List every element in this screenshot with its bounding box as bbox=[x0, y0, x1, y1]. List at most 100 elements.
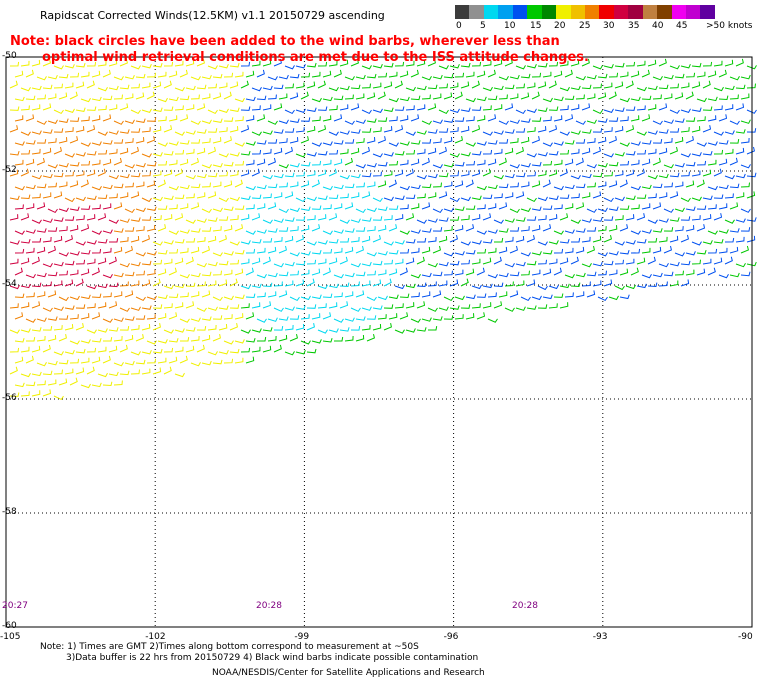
wind-barb bbox=[427, 147, 437, 155]
wind-barb bbox=[75, 367, 85, 375]
wind-barb bbox=[273, 58, 282, 67]
wind-barb bbox=[702, 150, 713, 156]
wind-barb bbox=[69, 358, 80, 364]
wind-barb bbox=[410, 158, 420, 166]
wind-barb bbox=[471, 106, 482, 111]
wind-barb bbox=[570, 59, 580, 67]
wind-barb bbox=[256, 140, 267, 145]
wind-barb bbox=[168, 338, 179, 343]
wind-barb bbox=[471, 258, 481, 265]
wind-barb bbox=[267, 139, 278, 144]
wind-barb bbox=[641, 203, 651, 210]
wind-barb bbox=[707, 185, 718, 191]
wind-barb bbox=[669, 128, 680, 133]
wind-barb bbox=[20, 239, 31, 244]
wind-barb bbox=[185, 345, 195, 353]
wind-barb bbox=[267, 202, 277, 210]
wind-barb bbox=[663, 245, 672, 254]
wind-barb bbox=[614, 152, 625, 157]
wind-barb bbox=[58, 181, 68, 188]
wind-barb bbox=[344, 272, 355, 278]
wind-barb bbox=[685, 91, 694, 100]
wind-barb bbox=[685, 269, 695, 276]
wind-barb bbox=[553, 248, 564, 254]
wind-barb bbox=[586, 93, 596, 100]
wind-barb bbox=[432, 316, 443, 321]
wind-barb bbox=[416, 256, 425, 265]
wind-barb bbox=[691, 196, 702, 202]
wind-barb bbox=[80, 71, 90, 78]
wind-barb bbox=[251, 168, 260, 177]
wind-barb bbox=[152, 170, 162, 177]
wind-barb bbox=[680, 260, 691, 266]
wind-barb bbox=[108, 301, 118, 309]
wind-barb bbox=[680, 153, 691, 158]
wind-barb bbox=[102, 140, 113, 145]
wind-barb bbox=[263, 238, 273, 243]
wind-barb bbox=[256, 95, 267, 101]
wind-barb bbox=[185, 148, 195, 155]
wind-barb bbox=[416, 85, 427, 91]
wind-barb bbox=[377, 269, 387, 276]
wind-barb bbox=[284, 261, 295, 267]
wind-barb bbox=[416, 174, 427, 180]
wind-barb bbox=[548, 284, 559, 290]
wind-barb bbox=[262, 327, 273, 332]
wind-barb bbox=[383, 152, 394, 157]
wind-barb bbox=[471, 169, 481, 177]
wind-barb bbox=[251, 149, 262, 155]
wind-barb bbox=[339, 301, 349, 309]
wind-barb bbox=[476, 312, 486, 320]
wind-barb bbox=[421, 157, 430, 166]
wind-barb bbox=[735, 218, 746, 223]
wind-barb bbox=[339, 85, 350, 91]
wind-barb bbox=[47, 93, 57, 100]
wind-barb bbox=[201, 164, 212, 169]
wind-barb bbox=[328, 60, 338, 67]
wind-barb bbox=[564, 292, 574, 298]
wind-barb bbox=[333, 158, 343, 166]
lat-label: -50 bbox=[2, 51, 17, 61]
wind-barb bbox=[289, 270, 299, 276]
wind-barb bbox=[465, 97, 476, 103]
wind-barb bbox=[509, 227, 520, 232]
wind-barb bbox=[223, 91, 232, 100]
wind-barb bbox=[339, 104, 349, 111]
wind-barb bbox=[515, 235, 525, 243]
wind-barb bbox=[581, 58, 590, 67]
wind-barb bbox=[328, 86, 339, 92]
wind-barb bbox=[91, 185, 102, 191]
wind-barb bbox=[218, 279, 228, 287]
wind-barb bbox=[438, 109, 449, 115]
wind-barb bbox=[366, 118, 377, 123]
wind-barb bbox=[641, 273, 652, 279]
wind-barb bbox=[135, 92, 145, 100]
wind-barb bbox=[86, 347, 97, 353]
wind-barb bbox=[344, 246, 354, 254]
wind-barb bbox=[124, 138, 134, 144]
wind-barb bbox=[207, 324, 217, 331]
wind-barb bbox=[652, 76, 663, 81]
wind-barb bbox=[229, 241, 240, 246]
wind-barb bbox=[262, 301, 272, 309]
wind-barb bbox=[537, 285, 548, 291]
wind-barb bbox=[465, 268, 475, 276]
wind-barb bbox=[460, 152, 471, 157]
wind-barb bbox=[207, 261, 218, 267]
wind-barb bbox=[69, 340, 80, 345]
wind-barb bbox=[124, 271, 135, 277]
wind-barb bbox=[674, 118, 685, 123]
wind-barb bbox=[674, 163, 685, 168]
wind-barb bbox=[724, 256, 733, 265]
wind-barb bbox=[366, 181, 376, 188]
wind-barb bbox=[141, 127, 151, 133]
wind-barb bbox=[361, 128, 372, 133]
wind-barb bbox=[487, 273, 498, 279]
wind-barb bbox=[196, 307, 207, 312]
wind-barb bbox=[146, 251, 157, 256]
wind-barb bbox=[636, 86, 647, 92]
wind-barb bbox=[421, 272, 432, 278]
wind-barb bbox=[647, 130, 658, 135]
wind-barb bbox=[157, 224, 167, 232]
wind-barb bbox=[157, 205, 168, 210]
